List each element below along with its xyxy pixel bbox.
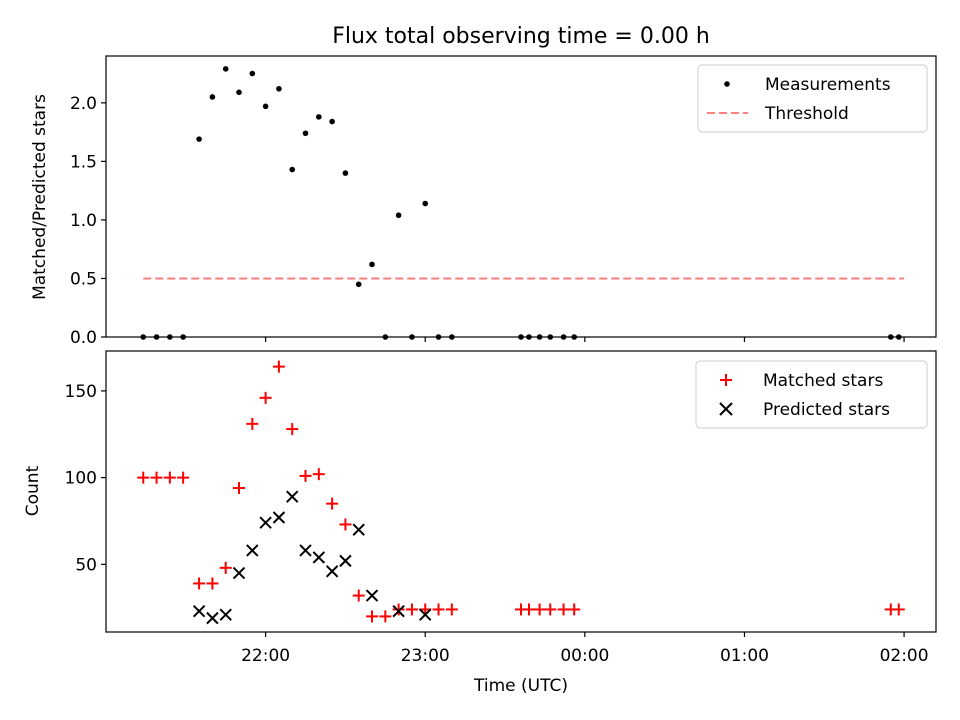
bottom-ytick-label: 150	[65, 382, 97, 402]
predicted-star-point	[206, 611, 219, 625]
matched-star-point	[522, 603, 535, 616]
measurement-point	[316, 114, 322, 120]
measurement-point	[355, 281, 362, 288]
top-x-ticks	[265, 337, 905, 342]
top-ytick-label: 1.5	[70, 152, 97, 172]
matched-star-point	[352, 589, 365, 602]
bottom-ytick-label: 100	[65, 469, 97, 489]
measurement-point	[289, 166, 296, 173]
matched-star-point	[272, 360, 285, 373]
matched-star-point	[392, 603, 405, 616]
predicted-star-point	[259, 516, 272, 529]
matched-star-point	[568, 603, 581, 616]
bottom-y-ticks: 50 100 150	[65, 382, 106, 575]
measurement-point	[276, 85, 282, 92]
predicted-star-point	[219, 608, 232, 621]
bottom-legend: Matched stars Predicted stars	[695, 360, 928, 429]
matched-star-point	[405, 603, 418, 616]
matched-star-point	[259, 391, 272, 404]
matched-star-point	[286, 423, 299, 436]
measurement-point	[369, 261, 375, 268]
matched-star-point	[233, 482, 246, 495]
measurement-point	[342, 170, 349, 176]
legend-measurements-label: Measurements	[765, 75, 891, 95]
bottom-ytick-label: 50	[75, 555, 97, 575]
matched-star-point	[339, 518, 352, 531]
bottom-panel: Count 50 100 150 22:00 23:00 00:00 01:00 02:00…	[23, 350, 937, 666]
top-legend-box	[697, 64, 928, 133]
predicted-star-point	[192, 604, 206, 618]
matched-star-point	[219, 561, 232, 574]
matched-star-point	[246, 417, 259, 430]
predicted-star-point	[299, 544, 312, 557]
legend-measurements-marker	[724, 81, 730, 87]
measurement-point	[329, 118, 335, 125]
measurement-point	[209, 94, 216, 100]
measurement-point	[395, 212, 402, 219]
top-ytick-label: 2.0	[70, 94, 97, 114]
measurement-point	[249, 70, 256, 77]
top-legend: Measurements Threshold	[697, 64, 928, 133]
top-ytick-label: 0.5	[70, 269, 97, 289]
matched-star-point	[379, 610, 392, 623]
xtick-label: 23:00	[401, 646, 450, 666]
chart-title: Flux total observing time = 0.00 h	[332, 24, 710, 49]
bottom-axes-frame	[105, 350, 937, 633]
predicted-star-point	[312, 551, 326, 564]
legend-predicted-marker	[719, 402, 733, 416]
legend-predicted-label: Predicted stars	[763, 400, 890, 420]
legend-matched-label: Matched stars	[763, 371, 883, 391]
predicted-star-point	[272, 511, 286, 524]
bottom-plot-area	[137, 360, 905, 625]
matched-star-point	[892, 603, 905, 616]
predicted-star-point	[339, 554, 352, 568]
measurement-point	[236, 89, 242, 96]
matched-star-point	[544, 603, 557, 616]
predicted-star-point	[392, 604, 405, 618]
matched-star-point	[366, 610, 379, 623]
matched-star-point	[163, 471, 176, 484]
xtick-label: 02:00	[880, 646, 929, 666]
top-ytick-label: 0.0	[70, 328, 97, 348]
legend-matched-marker	[720, 374, 732, 386]
predicted-star-point	[286, 490, 299, 503]
legend-threshold-label: Threshold	[764, 104, 849, 124]
x-axis-label: Time (UTC)	[473, 676, 568, 696]
matched-star-point	[445, 603, 458, 616]
top-panel: Matched/Predicted stars 0.00.51.01.52.0 …	[30, 55, 937, 348]
xtick-label: 22:00	[241, 646, 290, 666]
xtick-label: 00:00	[560, 646, 609, 666]
predicted-star-point	[232, 566, 246, 580]
measurement-point	[302, 130, 309, 137]
predicted-star-point	[419, 608, 432, 621]
predicted-star-point	[352, 523, 365, 536]
top-ylabel: Matched/Predicted stars	[30, 94, 50, 300]
predicted-star-point	[325, 565, 339, 578]
matched-star-point	[193, 577, 206, 590]
measurement-point	[196, 136, 202, 142]
matched-star-point	[206, 577, 219, 590]
top-ytick-label: 1.0	[70, 211, 97, 231]
matched-star-point	[432, 603, 445, 616]
bottom-x-ticks: 22:00 23:00 00:00 01:00 02:00	[241, 632, 929, 666]
matched-star-point	[177, 471, 190, 484]
matched-star-point	[312, 468, 325, 481]
matched-star-point	[557, 603, 570, 616]
bottom-legend-box	[695, 360, 928, 429]
top-axes-frame	[105, 55, 937, 338]
bottom-ylabel: Count	[23, 465, 43, 516]
matched-star-point	[326, 497, 339, 510]
measurement-point	[222, 66, 229, 72]
predicted-star-point	[246, 544, 259, 557]
measurement-point	[262, 103, 269, 110]
measurement-point	[422, 200, 429, 207]
top-y-ticks: 0.0 0.5 1.0 1.5 2.0	[70, 94, 106, 348]
matched-star-point	[150, 471, 163, 484]
matched-star-point	[299, 469, 312, 482]
predicted-star-point	[365, 589, 379, 602]
matched-star-point	[533, 603, 546, 616]
xtick-label: 01:00	[720, 646, 769, 666]
matched-star-point	[137, 471, 150, 484]
